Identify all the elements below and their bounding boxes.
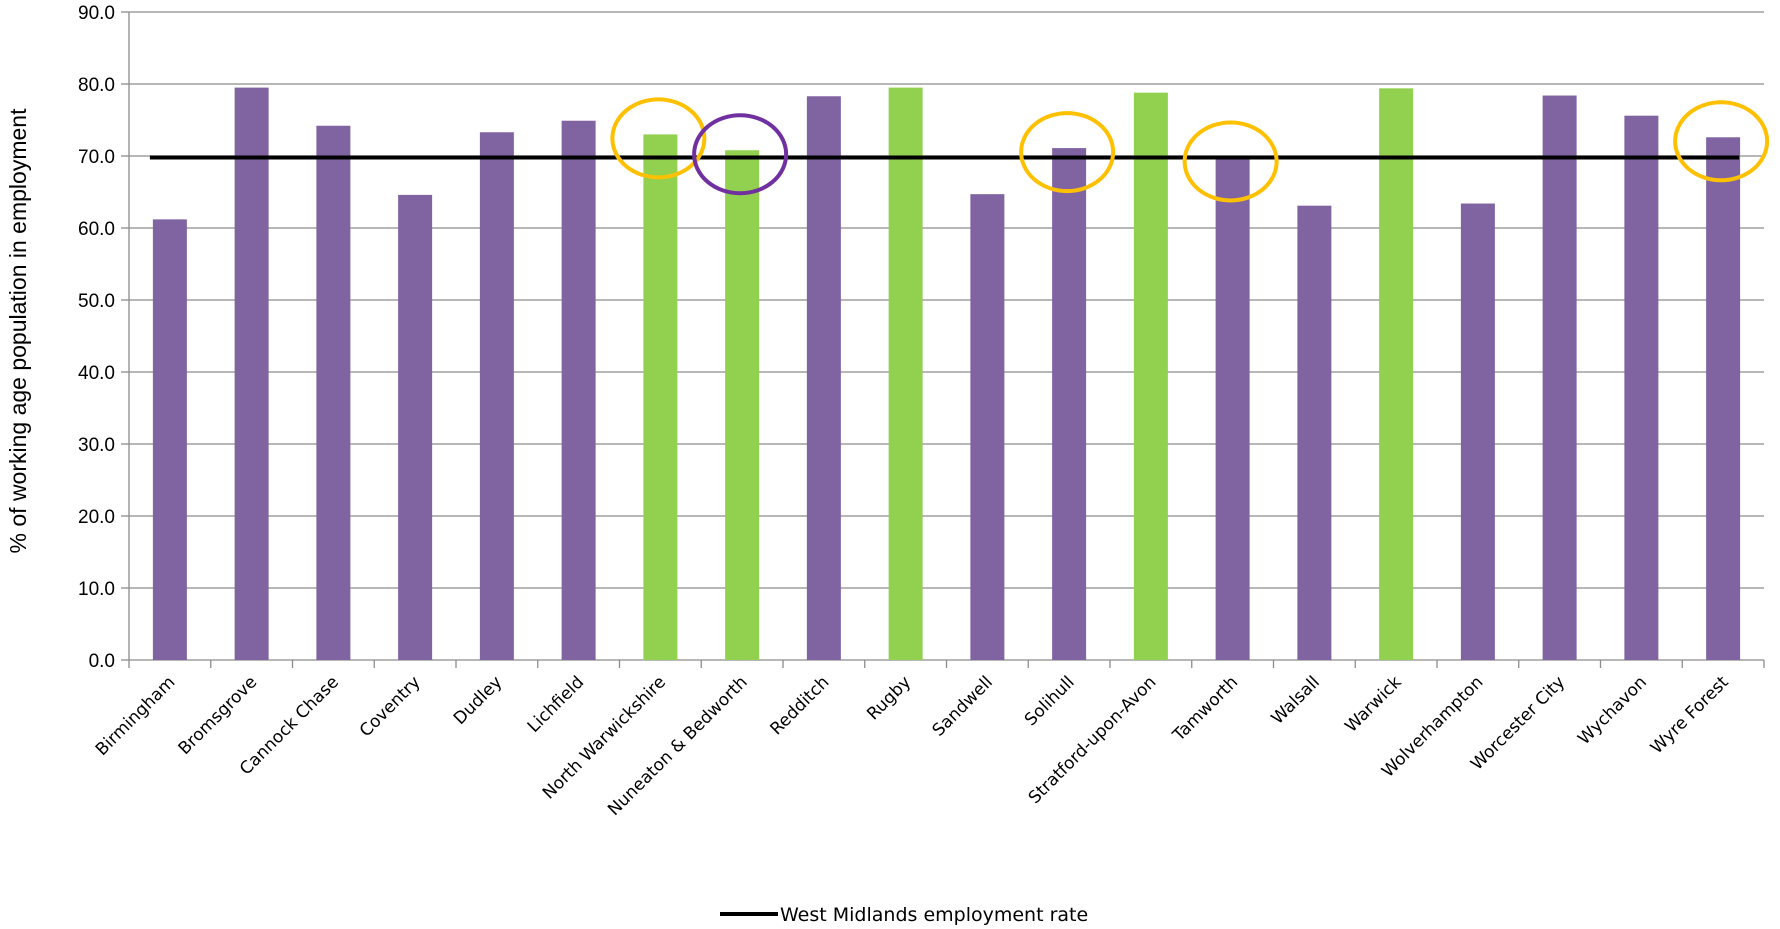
bar [725,150,760,661]
category-label: Bromsgrove [175,672,262,759]
y-tick-label: 20.0 [78,507,115,528]
bar [316,125,351,660]
y-tick-label: 0.0 [89,651,115,672]
bar [1297,205,1332,660]
bar [1706,137,1741,660]
y-tick-label: 90.0 [78,3,115,24]
bars [152,87,1741,661]
category-label: Wychavon [1574,672,1651,749]
legend: West Midlands employment rate [720,904,1088,926]
category-label: Rugby [863,672,915,724]
x-axis-ticks [128,660,1765,668]
bar [1542,95,1577,660]
highlight-circle [610,97,707,180]
y-tick-label: 30.0 [78,435,115,456]
y-tick-label: 10.0 [78,579,115,600]
category-label: Lichfield [524,672,588,736]
category-label: Coventry [356,672,425,741]
legend-label: West Midlands employment rate [780,904,1088,926]
bar [1215,157,1250,660]
category-label: Sandwell [929,672,997,740]
bar [1460,203,1495,660]
y-tick-label: 80.0 [78,75,115,96]
highlight-circle [1182,120,1279,203]
category-label: Solihull [1021,672,1079,730]
category-label: Walsall [1268,672,1324,728]
category-label: Birmingham [92,672,179,759]
y-axis-title: % of working age population in employmen… [5,108,31,554]
highlight-circles [610,97,1770,203]
bar [806,96,841,661]
bar [234,87,269,661]
category-label: Wyre Forest [1647,672,1733,758]
y-tick-label: 40.0 [78,363,115,384]
bar [152,219,187,661]
bar [643,134,678,660]
category-label: Dudley [450,672,507,729]
highlight-circle [692,113,789,196]
bar [888,87,923,661]
bar [561,120,596,661]
highlight-circle [1673,100,1770,183]
category-label: Redditch [767,672,834,739]
bar [970,194,1005,660]
category-label: Tamworth [1168,672,1242,746]
bar [1133,92,1168,660]
category-label: Nuneaton & Bedworth [604,672,752,820]
category-label: Warwick [1341,672,1405,736]
y-tick-label: 50.0 [78,291,115,312]
y-tick-label: 60.0 [78,219,115,240]
y-axis-ticks: 0.0 10.0 20.0 30.0 40.0 50.0 60.0 70.0 80.0 90.0 [78,3,129,672]
bar [398,194,433,660]
bar [1379,88,1414,660]
bar [1624,115,1659,661]
bar [479,132,514,661]
bar [1052,148,1087,660]
gridlines [128,11,1764,661]
y-tick-label: 70.0 [78,147,115,168]
highlight-circle [1019,111,1116,194]
